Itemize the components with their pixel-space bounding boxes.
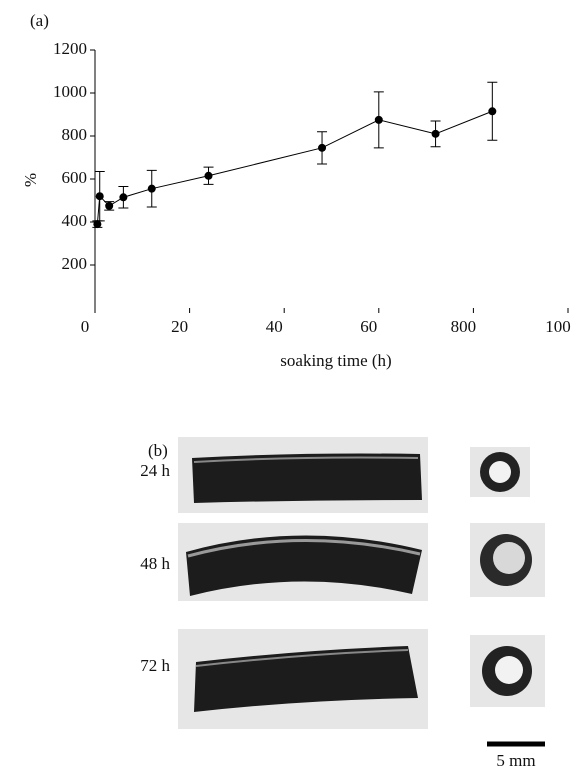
data-point: [204, 171, 213, 180]
y-tick-label: 400: [62, 211, 88, 230]
y-tick-label: 1000: [53, 82, 87, 101]
data-point: [105, 201, 114, 210]
data-point: [488, 107, 497, 116]
data-point: [318, 143, 327, 152]
tube-highlight: [187, 539, 421, 558]
y-tick-label: 800: [62, 125, 88, 144]
line: [96, 110, 493, 225]
data-point: [119, 193, 128, 202]
tube-lumen: [489, 461, 511, 483]
data-point: [147, 184, 156, 193]
x-tick-label: 0: [81, 317, 90, 336]
row-label: 48 h: [140, 554, 170, 573]
tube: [186, 535, 422, 596]
x-tick-label: 100: [545, 317, 571, 336]
tube: [192, 453, 422, 503]
tube-highlight: [195, 649, 409, 667]
scale-bar-label: 5 mm: [496, 751, 535, 769]
x-tick-label: 800: [451, 317, 477, 336]
x-tick-label: 40: [266, 317, 283, 336]
tube: [194, 646, 418, 712]
data-point: [93, 220, 102, 229]
photo-panel: [178, 437, 545, 747]
x-tick-label: 20: [171, 317, 188, 336]
row-label: 72 h: [140, 656, 170, 675]
y-tick-label: 200: [62, 254, 88, 273]
x-tick-label: 60: [360, 317, 377, 336]
x-axis-label: soaking time (h): [280, 351, 391, 370]
tube-lumen: [495, 656, 523, 684]
data-point: [95, 192, 104, 201]
tube-lumen: [493, 542, 525, 574]
y-tick-label: 600: [62, 168, 88, 187]
panel-label: (b): [148, 441, 168, 460]
y-tick-label: 1200: [53, 39, 87, 58]
row-label: 24 h: [140, 461, 170, 480]
data-point: [431, 129, 440, 138]
y-axis-label: %: [21, 173, 40, 187]
data-point: [374, 115, 383, 124]
tube-highlight: [193, 456, 419, 463]
panel-label: (a): [30, 11, 49, 30]
